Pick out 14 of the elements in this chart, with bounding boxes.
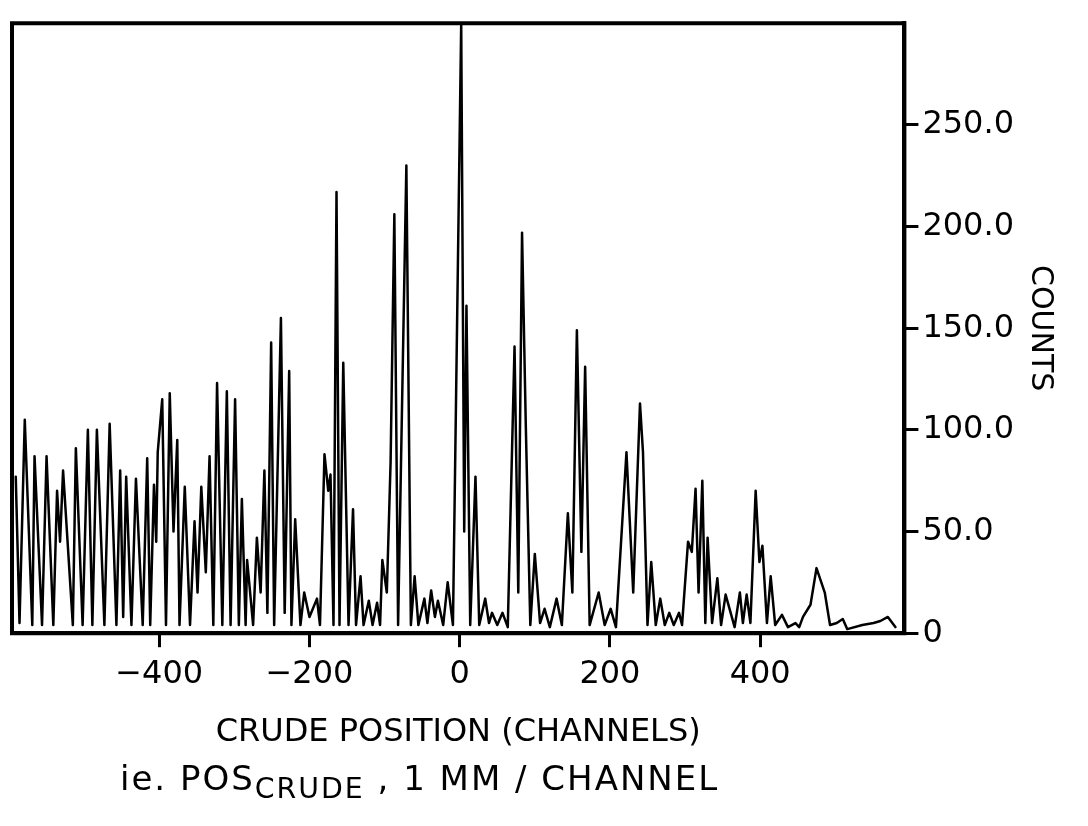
x-axis-title: CRUDE POSITION (CHANNELS) xyxy=(215,711,701,750)
y-tick-label: 50.0 xyxy=(922,509,994,548)
x-tick-label: 400 xyxy=(729,652,791,691)
y-tick-label: 200.0 xyxy=(922,204,1014,243)
y-tick-label: 100.0 xyxy=(922,408,1014,447)
y-tick-label: 250.0 xyxy=(922,103,1014,142)
text: ie. POS$_{CRUDE}$ , 1 MM / CHANNEL xyxy=(120,758,720,805)
x-tick-label: 0 xyxy=(449,652,470,691)
y-tick-label: 0 xyxy=(922,611,943,650)
x-tick-label: 200 xyxy=(579,652,641,691)
x-tick-label: −200 xyxy=(265,652,354,691)
y-axis-title: COUNTS xyxy=(1025,265,1061,392)
x-tick-label: −400 xyxy=(115,652,204,691)
y-tick-label: 150.0 xyxy=(922,306,1014,345)
